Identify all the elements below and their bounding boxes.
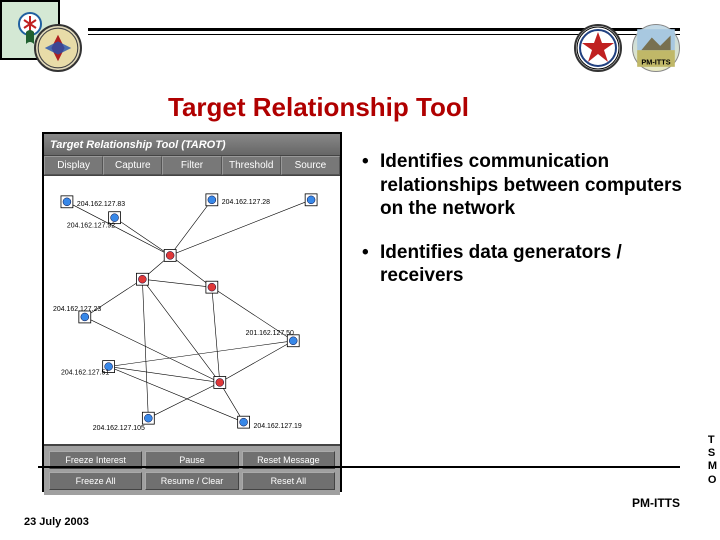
side-letter: O — [708, 474, 717, 487]
bottom-rule — [38, 466, 680, 468]
button-panel: Freeze Interest Pause Reset Message Free… — [44, 446, 340, 495]
bullet-dot-icon: • — [362, 150, 380, 221]
svg-text:201.162.127.50: 201.162.127.50 — [246, 330, 294, 337]
side-letter: T — [708, 434, 717, 447]
app-window: Target Relationship Tool (TAROT) Display… — [42, 132, 342, 492]
menubar: Display Capture Filter Threshold Source — [44, 156, 340, 176]
svg-text:204.162.127.19: 204.162.127.19 — [254, 423, 302, 430]
page-title: Target Relationship Tool — [168, 92, 469, 123]
slide: PM-ITTS Target Relationship Tool Target … — [0, 0, 720, 540]
side-letter: S — [708, 447, 717, 460]
menu-threshold[interactable]: Threshold — [222, 156, 281, 175]
menu-source[interactable]: Source — [281, 156, 340, 175]
bullet-dot-icon: • — [362, 241, 380, 288]
menu-capture[interactable]: Capture — [103, 156, 162, 175]
app-titlebar: Target Relationship Tool (TAROT) — [44, 134, 340, 156]
side-letter: M — [708, 460, 717, 473]
svg-text:PM-ITTS: PM-ITTS — [641, 58, 670, 67]
menu-display[interactable]: Display — [44, 156, 103, 175]
bullet-item: •Identifies communication relationships … — [362, 150, 692, 221]
footer-date: 23 July 2003 — [24, 516, 89, 528]
btn-resume-clear[interactable]: Resume / Clear — [145, 472, 238, 490]
menu-filter[interactable]: Filter — [162, 156, 221, 175]
side-letters: T S M O — [708, 434, 717, 487]
logo-pm-itts-icon: PM-ITTS — [632, 24, 680, 72]
svg-text:204.162.127.105: 204.162.127.105 — [93, 425, 145, 432]
bullet-list: •Identifies communication relationships … — [362, 150, 692, 308]
svg-text:204.162.127.83: 204.162.127.83 — [77, 201, 125, 208]
svg-text:204.162.127.51: 204.162.127.51 — [61, 370, 109, 377]
network-canvas[interactable]: 204.162.127.83 204.162.127.28 204.162.127.… — [44, 176, 340, 446]
svg-text:204.162.127.92: 204.162.127.92 — [67, 223, 115, 230]
bullet-text: Identifies data generators / receivers — [380, 241, 692, 288]
logo-left-shield-icon — [34, 24, 82, 72]
btn-reset-all[interactable]: Reset All — [242, 472, 335, 490]
logo-star-icon — [574, 24, 622, 72]
bullet-text: Identifies communication relationships b… — [380, 150, 692, 221]
footer-right: PM-ITTS — [632, 496, 680, 510]
svg-text:204.162.127.28: 204.162.127.28 — [222, 199, 270, 206]
bullet-item: •Identifies data generators / receivers — [362, 241, 692, 288]
btn-freeze-all[interactable]: Freeze All — [49, 472, 142, 490]
svg-text:204.162.127.23: 204.162.127.23 — [53, 306, 101, 313]
